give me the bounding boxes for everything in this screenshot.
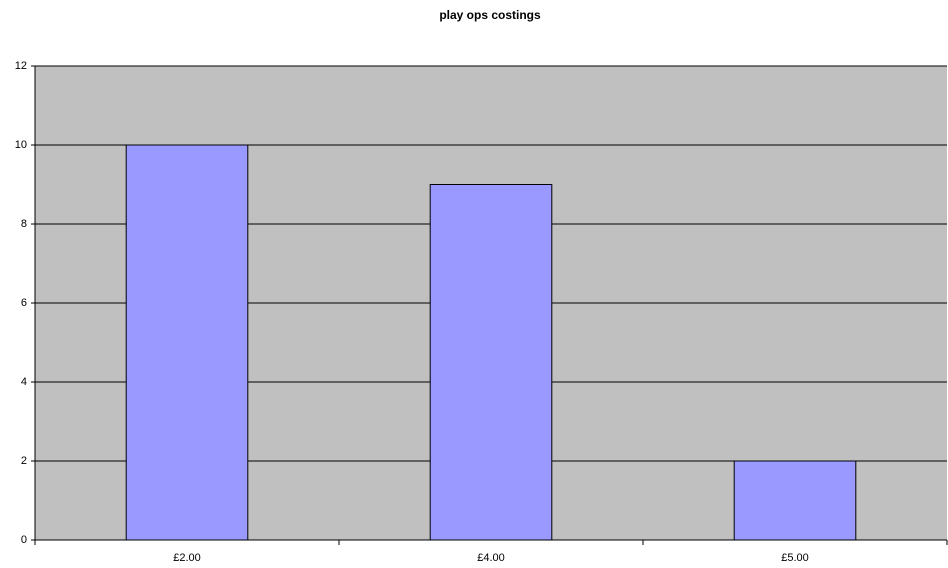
bar xyxy=(733,460,857,541)
x-tick-label: £2.00 xyxy=(173,552,201,564)
y-tick-label: 6 xyxy=(21,297,27,309)
y-tick-label: 12 xyxy=(15,60,27,72)
y-tick-label: 10 xyxy=(15,139,27,151)
y-tick-label: 2 xyxy=(21,455,27,467)
chart-title: play ops costings xyxy=(439,8,541,22)
y-tick-label: 0 xyxy=(21,534,27,546)
x-tick-label: £4.00 xyxy=(477,552,505,564)
y-tick-label: 4 xyxy=(21,376,27,388)
y-tick-label: 8 xyxy=(21,218,27,230)
x-tick-label: £5.00 xyxy=(781,552,809,564)
bar xyxy=(125,144,249,541)
bar xyxy=(429,184,553,541)
